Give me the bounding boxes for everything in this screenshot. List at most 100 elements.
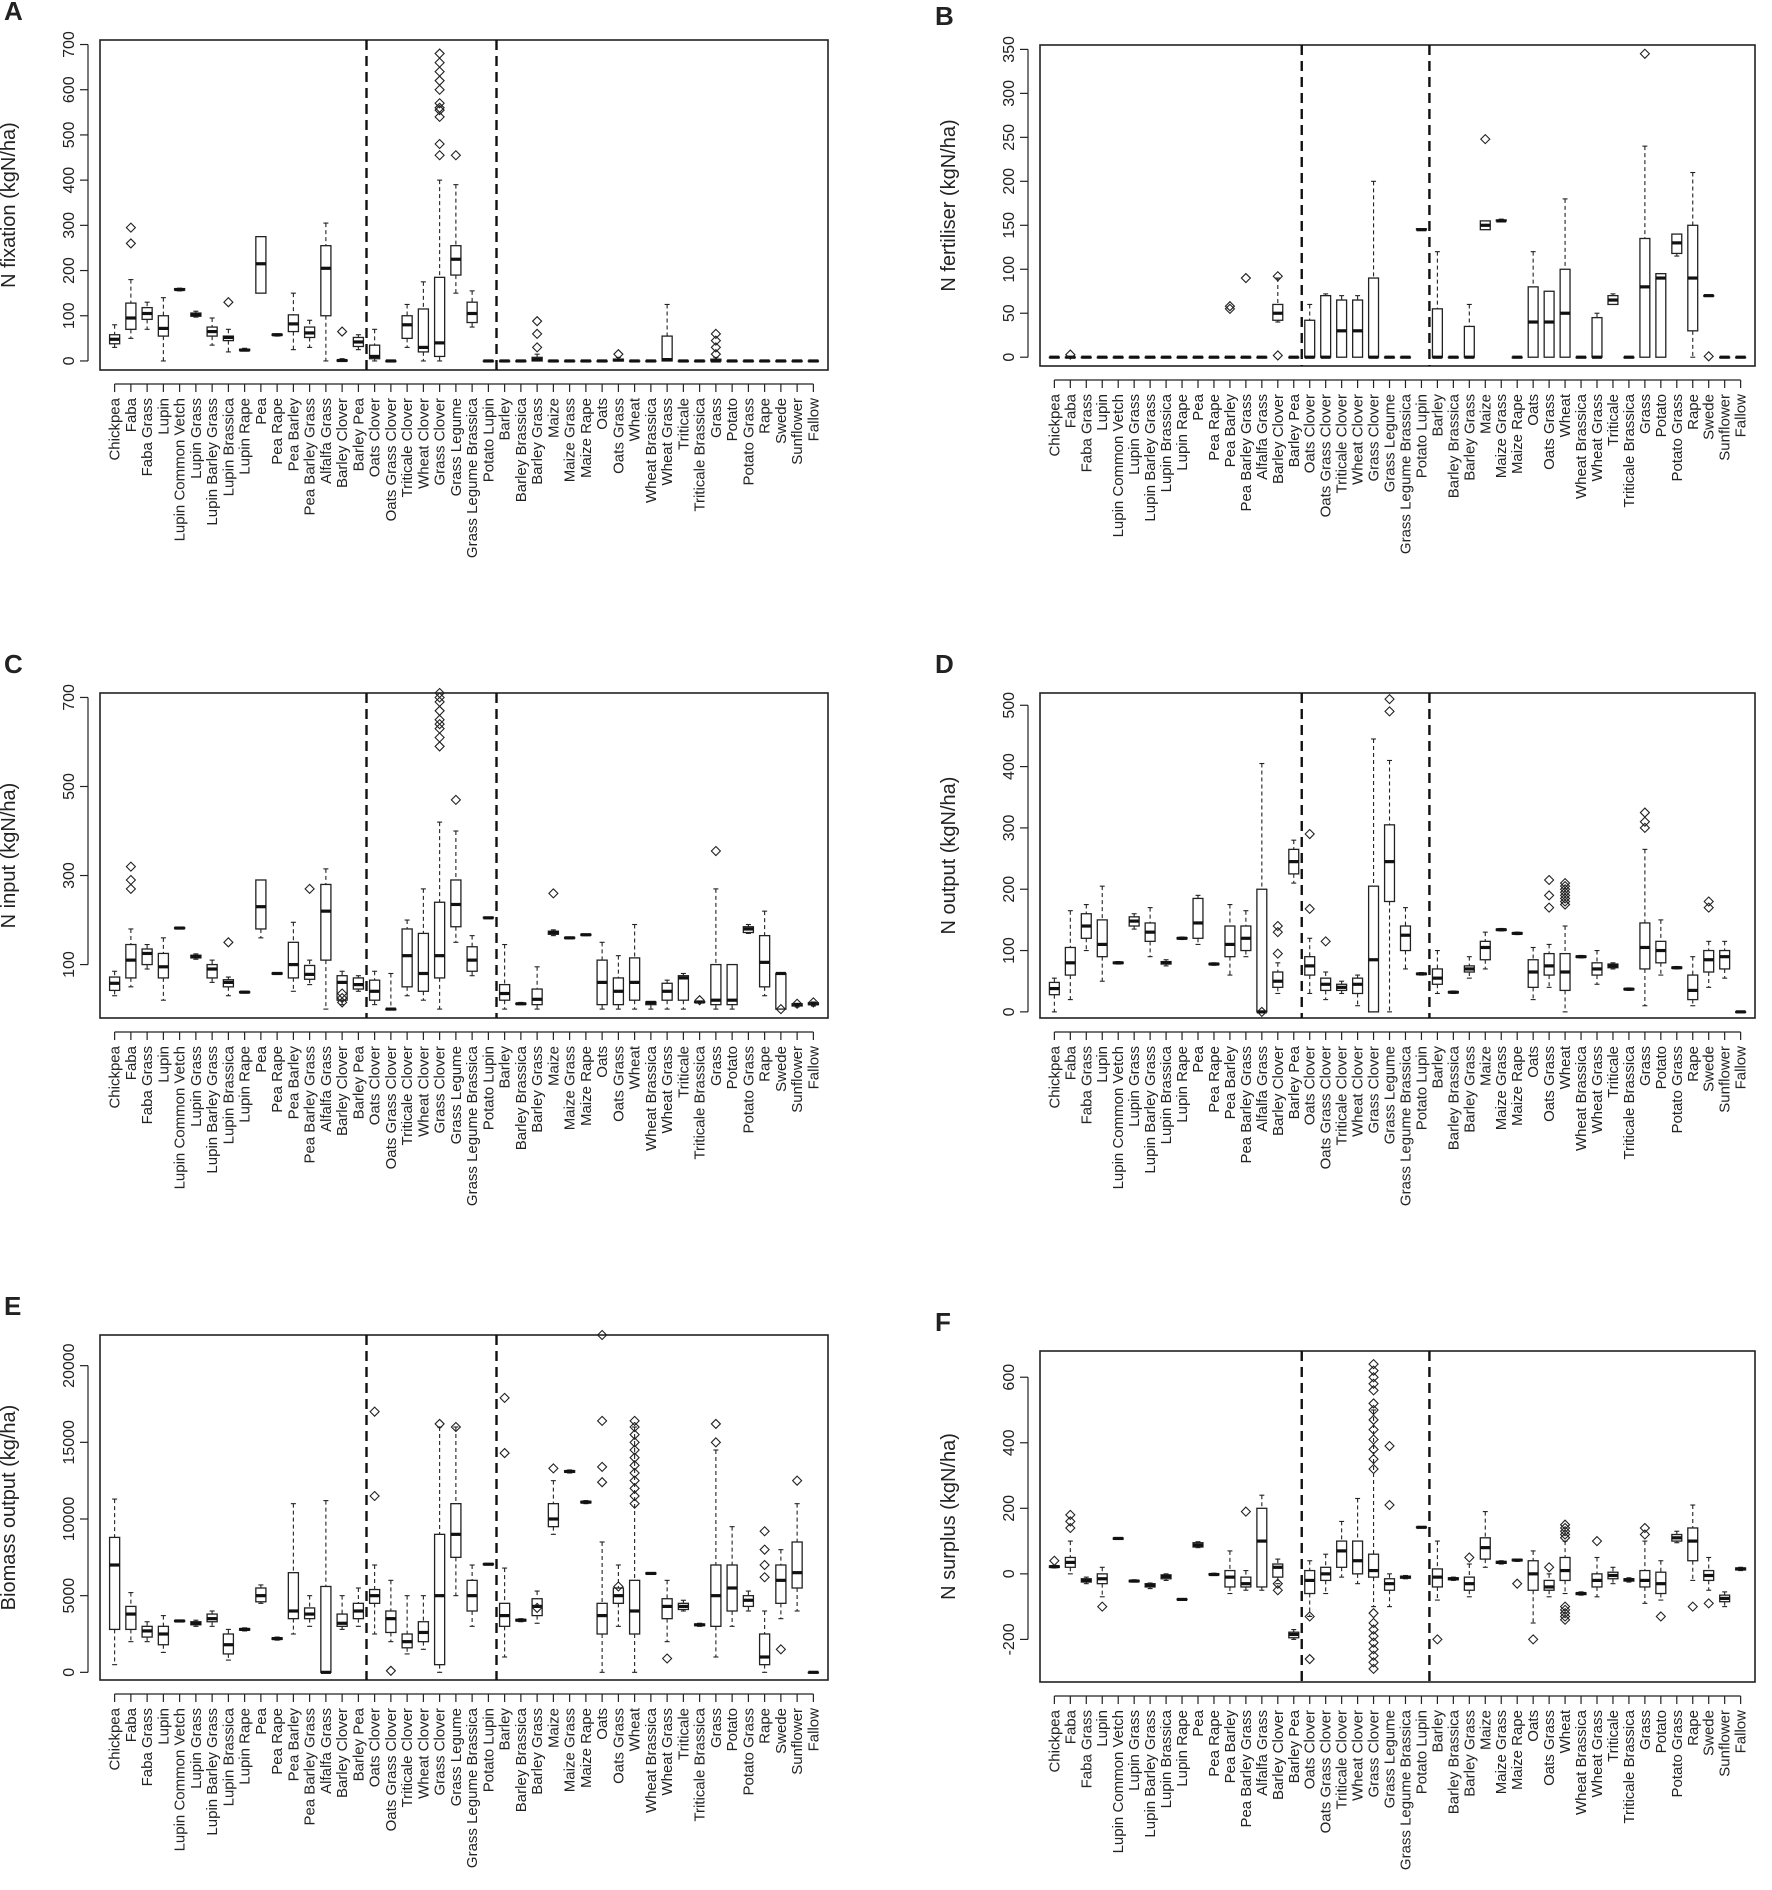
x-tick-label-wheat-brassica: Wheat Brassica [643,1707,660,1813]
box-grass-legume [1383,759,1396,1013]
outlier-point [629,1490,640,1502]
box-faba [125,1592,137,1643]
x-tick-label-triticale-brassica: Triticale Brassica [692,397,709,511]
box-chickpea [108,1498,121,1666]
x-tick-label-lupin-brassica: Lupin Brassica [1158,393,1175,492]
x-tick-label-pea-barley: Pea Barley [1222,1046,1239,1120]
x-tick-label-wheat-brassica: Wheat Brassica [1573,1045,1590,1151]
outlier-point [1368,1434,1379,1445]
box-wheat-grass [1591,312,1603,359]
x-tick-label-grass: Grass [1637,394,1654,434]
box-lupin [157,937,170,1001]
x-tick-label-wheat-grass: Wheat Grass [659,1046,676,1134]
box-lupin-brassica [1160,355,1172,359]
box-body [141,948,153,966]
x-tick-label-barley-clover: Barley Clover [1270,1710,1287,1800]
box-oats-grass-clover [385,972,397,1011]
box-lupin [1096,1566,1108,1598]
x-tick-label-lupin-rape: Lupin Rape [237,1708,254,1785]
box-sunflower [791,359,803,363]
x-tick-label-oats-grass-clover: Oats Grass Clover [1318,1046,1335,1169]
box-faba-grass [141,1621,153,1643]
box-grass-clover [433,1426,446,1673]
x-tick-label-pea-barley: Pea Barley [285,1046,302,1120]
x-tick-label-wheat-clover: Wheat Clover [1350,1710,1367,1801]
box-maize [547,359,560,363]
box-body [628,1579,641,1635]
x-tick-label-grass-legume: Grass Legume [1382,394,1399,492]
box-faba-grass [141,943,153,970]
x-tick-label-sunflower: Sunflower [1717,1710,1734,1777]
outlier-point [385,1665,397,1677]
y-tick-label: 200 [1001,1495,1018,1522]
box-body [1367,1553,1380,1578]
x-tick-label-potato-lupin: Potato Lupin [1413,1046,1430,1130]
x-tick-label-grass-clover: Grass Clover [432,398,449,486]
x-tick-label-maize-rape: Maize Rape [578,398,595,478]
box-pea-rape [1208,1572,1220,1577]
box-body [1687,974,1699,1001]
outlier-point [1368,1398,1379,1409]
x-tick-label-barley-grass: Barley Grass [1461,394,1478,481]
y-tick-label: -200 [1001,1623,1018,1655]
x-tick-label-grass-legume-brassica: Grass Legume Brassica [464,397,481,558]
x-tick-label-maize: Maize [1477,394,1494,434]
box-barley-clover [1272,1558,1284,1585]
box-body [255,879,267,930]
box-swede [775,971,787,1010]
box-barley-grass [1463,1563,1475,1598]
box-grass-legume-brassica [1399,355,1412,359]
y-axis-label: N output (kgN/ha) [938,777,960,935]
x-tick-label-fallow: Fallow [805,1046,822,1090]
box-lupin-barley-grass [1144,1582,1156,1590]
outlier-point [1368,1624,1379,1635]
x-tick-label-pea-rape: Pea Rape [269,398,286,465]
outlier-point [434,84,445,96]
box-barley-grass [531,353,543,362]
box-body [677,975,690,1001]
box-lupin-common-vetch [1112,961,1124,965]
outlier-point [596,1476,608,1488]
plot-frame [1039,44,1756,367]
outlier-point [710,1418,722,1430]
x-tick-label-fallow: Fallow [1733,1046,1750,1090]
box-body [710,963,722,1006]
y-tick-label: 5000 [61,1578,78,1614]
x-tick-label-rape: Rape [757,398,774,434]
x-tick-label-wheat-grass: Wheat Grass [659,1708,676,1796]
box-body [417,932,430,992]
x-tick-label-triticale-brassica: Triticale Brassica [1621,1045,1638,1159]
box-body [1655,273,1667,358]
box-barley-clover [1272,962,1284,995]
box-body [320,245,332,317]
x-tick-label-lupin-common-vetch: Lupin Common Vetch [1110,1046,1127,1189]
box-barley-clover [1272,277,1284,323]
box-barley [498,359,511,363]
outlier-point [1368,1378,1379,1390]
box-pea-barley-grass [303,319,316,348]
box-barley-grass [531,966,543,1010]
x-tick-label-lupin-grass: Lupin Grass [1126,1046,1143,1127]
outlier-point [629,1444,640,1456]
box-potato [726,963,738,1010]
x-tick-label-oats-clover: Oats Clover [1302,1046,1319,1125]
outlier-point [336,992,348,1004]
outlier-point [1368,1463,1379,1475]
x-tick-label-oats-grass-clover: Oats Grass Clover [383,1046,400,1169]
x-tick-label-maize: Maize [1477,1046,1494,1086]
box-grass [710,888,722,1010]
outlier-point [531,342,543,353]
box-body [1256,1507,1268,1588]
box-maize [547,929,560,937]
outlier-point [434,66,445,77]
box-wheat-brassica [1575,1591,1587,1596]
y-tick-label: 0 [1001,353,1018,362]
outlier-point [499,1447,510,1459]
box-alfalfa-grass [320,222,332,362]
outlier-point [1272,920,1284,932]
outlier-point [1543,1562,1555,1573]
outlier-point [629,1483,640,1494]
box-body [1304,1569,1316,1595]
outlier-point [1368,1371,1379,1383]
x-tick-label-triticale-clover: Triticale Clover [1334,1046,1351,1145]
